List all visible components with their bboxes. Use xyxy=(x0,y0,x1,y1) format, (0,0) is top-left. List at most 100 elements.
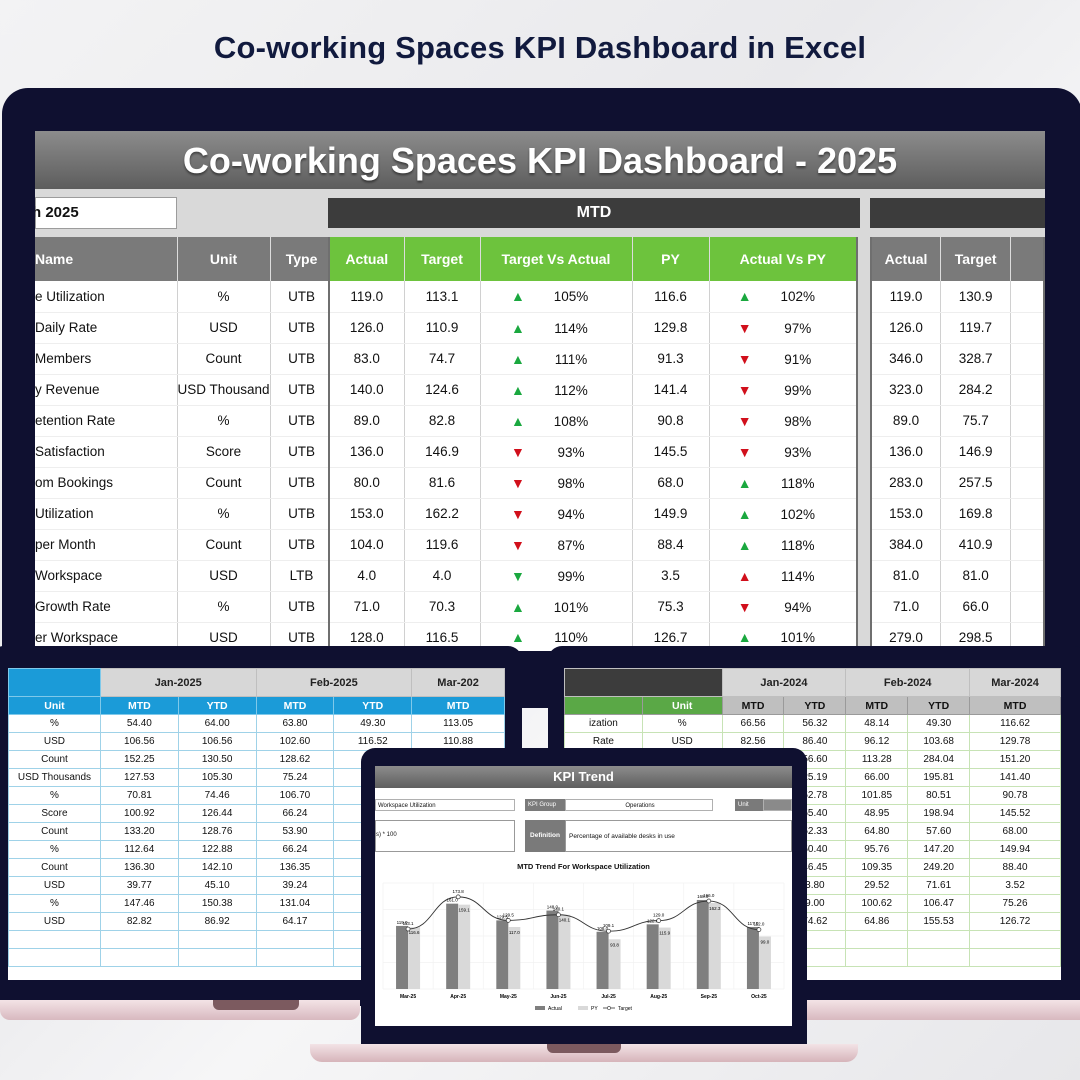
left-sheet-cell[interactable]: 106.70 xyxy=(255,786,335,805)
right-sheet-cell[interactable] xyxy=(845,930,909,949)
left-sheet-cell[interactable]: % xyxy=(8,714,101,733)
right-sheet-cell[interactable]: 109.35 xyxy=(845,858,909,877)
left-sheet-cell[interactable]: % xyxy=(8,840,101,859)
left-sheet-cell[interactable]: 75.24 xyxy=(255,768,335,787)
right-sheet-cell[interactable]: 64.86 xyxy=(845,912,909,931)
left-sheet-cell[interactable]: 128.76 xyxy=(177,822,257,841)
right-sheet-cell[interactable]: 56.32 xyxy=(783,714,847,733)
left-sheet-cell[interactable]: Count xyxy=(8,750,101,769)
kpi-name-dropdown[interactable]: Workspace Utilization xyxy=(375,799,515,811)
right-sheet-cell[interactable] xyxy=(907,930,971,949)
left-sheet-cell[interactable]: 64.00 xyxy=(177,714,257,733)
left-sheet-cell[interactable]: USD Thousands xyxy=(8,768,101,787)
right-sheet-cell[interactable]: 126.72 xyxy=(969,912,1061,931)
right-sheet-cell[interactable]: 103.68 xyxy=(907,732,971,751)
right-sheet-cell[interactable]: % xyxy=(641,714,723,733)
right-sheet-cell[interactable] xyxy=(907,948,971,967)
right-sheet-cell[interactable] xyxy=(969,948,1061,967)
right-sheet-cell[interactable]: 49.30 xyxy=(907,714,971,733)
right-sheet-cell[interactable]: 57.60 xyxy=(907,822,971,841)
left-sheet-cell[interactable]: 126.44 xyxy=(177,804,257,823)
left-sheet-cell[interactable]: 147.46 xyxy=(99,894,179,913)
right-sheet-cell[interactable]: 48.95 xyxy=(845,804,909,823)
left-sheet-cell[interactable]: 66.24 xyxy=(255,840,335,859)
left-sheet-cell[interactable]: 66.24 xyxy=(255,804,335,823)
left-sheet-cell[interactable]: USD xyxy=(8,912,101,931)
left-sheet-cell[interactable]: Count xyxy=(8,822,101,841)
right-sheet-cell[interactable]: 80.51 xyxy=(907,786,971,805)
left-sheet-cell[interactable] xyxy=(99,948,179,967)
right-sheet-cell[interactable]: 284.04 xyxy=(907,750,971,769)
left-sheet-cell[interactable]: 100.92 xyxy=(99,804,179,823)
right-sheet-cell[interactable]: 68.00 xyxy=(969,822,1061,841)
left-sheet-cell[interactable]: 133.20 xyxy=(99,822,179,841)
left-sheet-cell[interactable]: 142.10 xyxy=(177,858,257,877)
right-sheet-cell[interactable]: 100.62 xyxy=(845,894,909,913)
month-selector[interactable]: h 2025 xyxy=(35,197,177,229)
left-sheet-cell[interactable]: 150.38 xyxy=(177,894,257,913)
left-sheet-cell[interactable]: 86.92 xyxy=(177,912,257,931)
left-sheet-cell[interactable]: 136.30 xyxy=(99,858,179,877)
left-sheet-cell[interactable]: 54.40 xyxy=(99,714,179,733)
right-sheet-cell[interactable]: 66.00 xyxy=(845,768,909,787)
right-sheet-cell[interactable]: 149.94 xyxy=(969,840,1061,859)
right-sheet-cell[interactable]: 88.40 xyxy=(969,858,1061,877)
left-sheet-cell[interactable]: 70.81 xyxy=(99,786,179,805)
left-sheet-cell[interactable]: 105.30 xyxy=(177,768,257,787)
left-sheet-cell[interactable] xyxy=(255,948,335,967)
right-sheet-cell[interactable]: 29.52 xyxy=(845,876,909,895)
right-sheet-cell[interactable]: ization xyxy=(564,714,643,733)
left-sheet-cell[interactable]: 152.25 xyxy=(99,750,179,769)
right-sheet-cell[interactable]: 95.76 xyxy=(845,840,909,859)
right-sheet-cell[interactable]: 145.52 xyxy=(969,804,1061,823)
left-sheet-cell[interactable] xyxy=(255,930,335,949)
left-sheet-cell[interactable]: Count xyxy=(8,858,101,877)
left-sheet-cell[interactable]: 45.10 xyxy=(177,876,257,895)
right-sheet-cell[interactable]: 113.28 xyxy=(845,750,909,769)
left-sheet-cell[interactable] xyxy=(99,930,179,949)
right-sheet-cell[interactable]: 66.56 xyxy=(721,714,785,733)
right-sheet-cell[interactable]: 141.40 xyxy=(969,768,1061,787)
left-sheet-cell[interactable]: 112.64 xyxy=(99,840,179,859)
left-sheet-cell[interactable]: 39.24 xyxy=(255,876,335,895)
right-sheet-cell[interactable]: 198.94 xyxy=(907,804,971,823)
right-sheet-cell[interactable] xyxy=(969,930,1061,949)
right-sheet-cell[interactable]: 64.80 xyxy=(845,822,909,841)
left-sheet-cell[interactable] xyxy=(177,930,257,949)
right-sheet-cell[interactable]: 151.20 xyxy=(969,750,1061,769)
left-sheet-cell[interactable]: 74.46 xyxy=(177,786,257,805)
left-sheet-cell[interactable]: 122.88 xyxy=(177,840,257,859)
left-sheet-cell[interactable]: 113.05 xyxy=(411,714,505,733)
right-sheet-cell[interactable]: 101.85 xyxy=(845,786,909,805)
left-sheet-cell[interactable] xyxy=(177,948,257,967)
right-sheet-cell[interactable]: 106.47 xyxy=(907,894,971,913)
right-sheet-cell[interactable]: 116.62 xyxy=(969,714,1061,733)
left-sheet-cell[interactable]: 82.82 xyxy=(99,912,179,931)
right-sheet-cell[interactable]: 75.26 xyxy=(969,894,1061,913)
left-sheet-cell[interactable]: Score xyxy=(8,804,101,823)
left-sheet-cell[interactable]: 130.50 xyxy=(177,750,257,769)
left-sheet-cell[interactable]: 53.90 xyxy=(255,822,335,841)
left-sheet-cell[interactable] xyxy=(8,930,101,949)
left-sheet-cell[interactable] xyxy=(8,948,101,967)
left-sheet-cell[interactable]: USD xyxy=(8,876,101,895)
left-sheet-cell[interactable]: 128.62 xyxy=(255,750,335,769)
left-sheet-cell[interactable]: 127.53 xyxy=(99,768,179,787)
left-sheet-cell[interactable]: 102.60 xyxy=(255,732,335,751)
left-sheet-cell[interactable]: 49.30 xyxy=(333,714,413,733)
right-sheet-cell[interactable]: 96.12 xyxy=(845,732,909,751)
right-sheet-cell[interactable]: 48.14 xyxy=(845,714,909,733)
left-sheet-cell[interactable]: % xyxy=(8,786,101,805)
right-sheet-cell[interactable]: 90.78 xyxy=(969,786,1061,805)
left-sheet-cell[interactable]: 39.77 xyxy=(99,876,179,895)
right-sheet-cell[interactable]: 3.52 xyxy=(969,876,1061,895)
left-sheet-cell[interactable]: USD xyxy=(8,732,101,751)
left-sheet-cell[interactable]: 136.35 xyxy=(255,858,335,877)
left-sheet-cell[interactable]: 63.80 xyxy=(255,714,335,733)
left-sheet-cell[interactable]: 131.04 xyxy=(255,894,335,913)
right-sheet-cell[interactable]: 71.61 xyxy=(907,876,971,895)
left-sheet-cell[interactable]: 106.56 xyxy=(177,732,257,751)
right-sheet-cell[interactable] xyxy=(845,948,909,967)
right-sheet-cell[interactable]: 249.20 xyxy=(907,858,971,877)
left-sheet-cell[interactable]: 106.56 xyxy=(99,732,179,751)
